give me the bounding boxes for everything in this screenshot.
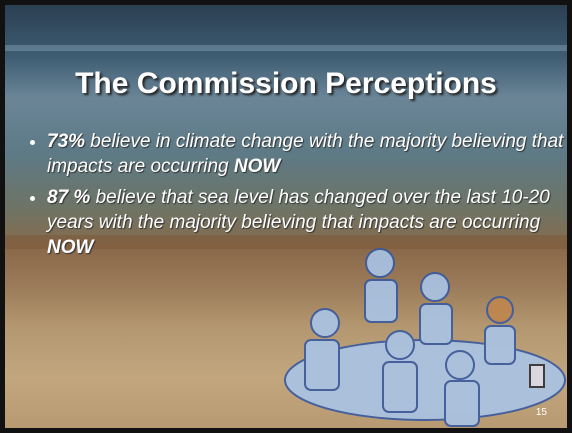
bullet-list: 73% believe in climate change with the m… [25, 129, 572, 266]
bullet-text: believe in climate change with the major… [47, 131, 563, 177]
slide: The Commission Perceptions 73% believe i… [0, 0, 572, 433]
bullet-text: believe that sea level has changed over … [47, 187, 550, 233]
page: The Commission Perceptions 73% believe i… [0, 0, 572, 433]
slide-title: The Commission Perceptions [5, 67, 567, 101]
bullet: 87 % believe that sea level has changed … [47, 185, 572, 260]
emphasis-text: 87 % [47, 187, 90, 208]
emphasis-text: NOW [47, 237, 93, 258]
emphasis-text: 73% [47, 131, 85, 152]
emphasis-text: NOW [234, 156, 280, 177]
page-number: 15 [536, 407, 547, 418]
bullet: 73% believe in climate change with the m… [47, 129, 572, 179]
